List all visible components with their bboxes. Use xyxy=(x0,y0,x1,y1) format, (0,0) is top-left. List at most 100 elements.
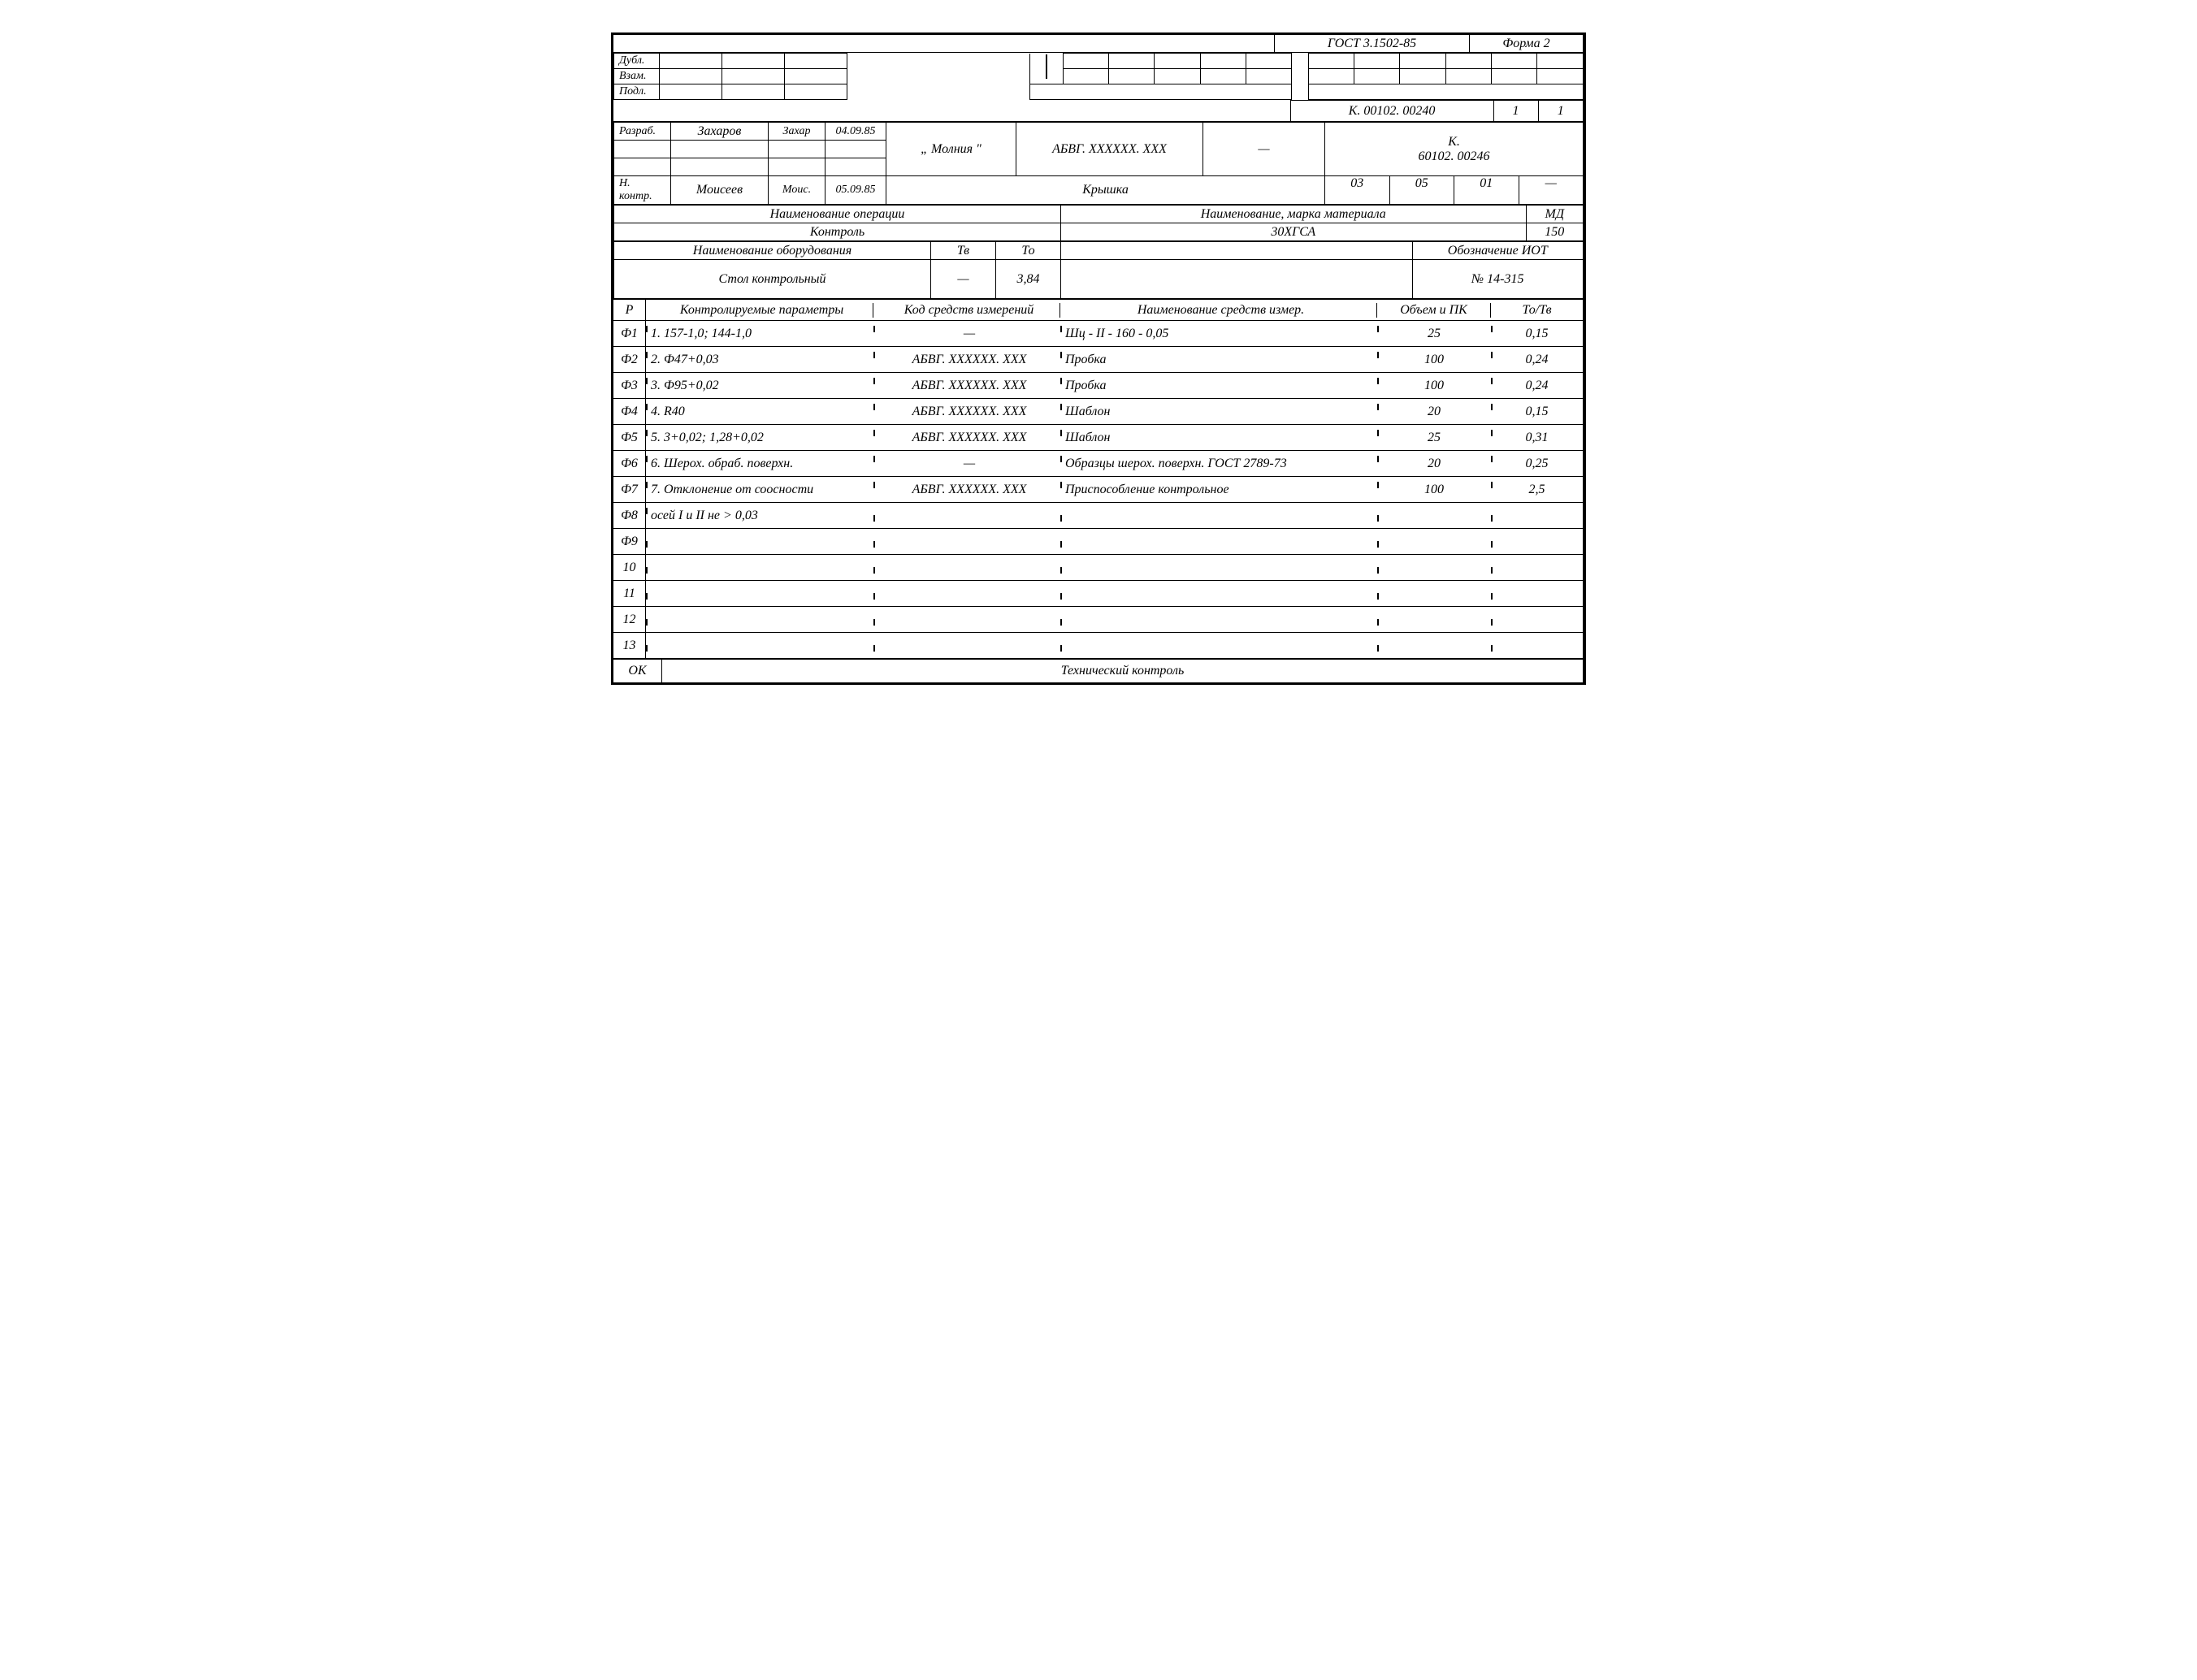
row-idx: 10 xyxy=(613,555,646,580)
row-vol: 100 xyxy=(1377,353,1491,367)
row-vol: 100 xyxy=(1377,379,1491,393)
row-idx: Ф4 xyxy=(613,399,646,424)
table-row: Ф9 xyxy=(613,528,1583,554)
razrab-sign: Захар xyxy=(769,123,826,141)
row-param: 5. 3+0,02; 1,28+0,02 xyxy=(646,431,873,445)
row-tt: 0,15 xyxy=(1491,405,1583,419)
dubl-label: Дубл. xyxy=(614,54,660,69)
doc-code-row: К. 00102. 00240 1 1 xyxy=(613,100,1583,122)
h-iot: Обозначение ИОТ xyxy=(1412,242,1583,260)
row-param: осей I и II не > 0,03 xyxy=(646,509,873,523)
nkontr-name: Моисеев xyxy=(671,176,769,205)
doc-code: К. 00102. 00240 xyxy=(1290,101,1493,122)
row-code: — xyxy=(873,327,1060,341)
product-code: АБВГ. ХХХХХХ. ХХХ xyxy=(1016,123,1203,176)
data-header-row: Р Контролируемые параметры Код средств и… xyxy=(613,299,1583,320)
org-name: „ Молния " xyxy=(886,123,1016,176)
row-idx: Ф7 xyxy=(613,477,646,502)
h-r: Р xyxy=(613,300,646,320)
row-code: АБВГ. ХХХХХХ. ХХХ xyxy=(873,379,1060,393)
part-name: Крышка xyxy=(886,176,1325,205)
row-code: АБВГ. ХХХХХХ. ХХХ xyxy=(873,405,1060,419)
row-code: АБВГ. ХХХХХХ. ХХХ xyxy=(873,431,1060,445)
ok-label: ОК xyxy=(613,660,662,682)
h-code: Код средств измерений xyxy=(873,303,1060,318)
row-tt: 0,24 xyxy=(1491,379,1583,393)
registration-block: Дубл. Взам. Подл. xyxy=(613,53,1583,100)
h-material: Наименование, марка материала xyxy=(1061,206,1527,223)
row-idx: 13 xyxy=(613,633,646,658)
iot-val: № 14-315 xyxy=(1412,260,1583,299)
row-name: Шц - II - 160 - 0,05 xyxy=(1060,327,1377,341)
forma-label: Форма 2 xyxy=(1469,35,1583,53)
row-param: 1. 157-1,0; 144-1,0 xyxy=(646,327,873,341)
h-name: Наименование средств измер. xyxy=(1060,303,1377,318)
table-row: Ф44. R40АБВГ. ХХХХХХ. ХХХШаблон200,15 xyxy=(613,398,1583,424)
pages-total: 1 xyxy=(1538,101,1583,122)
h-tt: То/Тв xyxy=(1491,303,1583,318)
footer-row: ОК Технический контроль xyxy=(613,658,1583,682)
h-param: Контролируемые параметры xyxy=(646,303,873,318)
nkontr-label: Н. контр. xyxy=(614,176,671,205)
row-name: Пробка xyxy=(1060,353,1377,367)
dash-cell: — xyxy=(1203,123,1325,176)
table-row: 12 xyxy=(613,606,1583,632)
row-idx: Ф3 xyxy=(613,373,646,398)
h-to: То xyxy=(996,242,1061,260)
row-idx: 12 xyxy=(613,607,646,632)
row-tt: 0,15 xyxy=(1491,327,1583,341)
table-row: Ф8осей I и II не > 0,03 xyxy=(613,502,1583,528)
razrab-date: 04.09.85 xyxy=(826,123,886,141)
equipment-block: Наименование оборудования Тв То Обозначе… xyxy=(613,241,1583,299)
row-vol: 20 xyxy=(1377,405,1491,419)
h-operation: Наименование операции xyxy=(614,206,1061,223)
row-idx: 11 xyxy=(613,581,646,606)
tv-val: — xyxy=(931,260,996,299)
row-code: — xyxy=(873,457,1060,471)
h-tv: Тв xyxy=(931,242,996,260)
row-param: 4. R40 xyxy=(646,405,873,419)
table-row: 10 xyxy=(613,554,1583,580)
row-name: Образцы шерох. поверхн. ГОСТ 2789-73 xyxy=(1060,457,1377,471)
table-row: Ф77. Отклонение от соосностиАБВГ. ХХХХХХ… xyxy=(613,476,1583,502)
mat-name: 30ХГСА xyxy=(1061,223,1527,241)
row-vol: 25 xyxy=(1377,431,1491,445)
footer-title: Технический контроль xyxy=(662,664,1583,678)
row-idx: Ф8 xyxy=(613,503,646,528)
row-idx: Ф9 xyxy=(613,529,646,554)
razrab-label: Разраб. xyxy=(614,123,671,141)
gost-label: ГОСТ 3.1502-85 xyxy=(1274,35,1469,53)
row-code: АБВГ. ХХХХХХ. ХХХ xyxy=(873,483,1060,497)
row-name: Пробка xyxy=(1060,379,1377,393)
row-idx: Ф2 xyxy=(613,347,646,372)
table-row: Ф66. Шерох. обраб. поверхн.—Образцы шеро… xyxy=(613,450,1583,476)
row-vol: 100 xyxy=(1377,483,1491,497)
table-row: Ф33. Ф95+0,02АБВГ. ХХХХХХ. ХХХПробка1000… xyxy=(613,372,1583,398)
podl-label: Подл. xyxy=(614,84,660,100)
razrab-name: Захаров xyxy=(671,123,769,141)
row-tt: 0,31 xyxy=(1491,431,1583,445)
vzam-label: Взам. xyxy=(614,69,660,84)
to-val: 3,84 xyxy=(996,260,1061,299)
nkontr-date: 05.09.85 xyxy=(826,176,886,205)
row-param: 6. Шерох. обраб. поверхн. xyxy=(646,457,873,471)
h-md: МД xyxy=(1526,206,1583,223)
row-tt: 2,5 xyxy=(1491,483,1583,497)
k-code-cell: К. 60102. 00246 xyxy=(1325,123,1584,176)
row-idx: Ф5 xyxy=(613,425,646,450)
table-row: 13 xyxy=(613,632,1583,658)
row-name: Шаблон xyxy=(1060,405,1377,419)
row-idx: Ф1 xyxy=(613,321,646,346)
row-code: АБВГ. ХХХХХХ. ХХХ xyxy=(873,353,1060,367)
row-param: 7. Отклонение от соосности xyxy=(646,483,873,497)
h-vol: Объем и ПК xyxy=(1377,303,1491,318)
form-sheet: ГОСТ 3.1502-85 Форма 2 Дубл. Взам. Подл. xyxy=(611,32,1586,685)
operation-block: Наименование операции Наименование, марк… xyxy=(613,205,1583,241)
table-row: 11 xyxy=(613,580,1583,606)
title-block: Разраб. Захаров Захар 04.09.85 „ Молния … xyxy=(613,122,1583,205)
md-val: 150 xyxy=(1526,223,1583,241)
table-row: Ф55. 3+0,02; 1,28+0,02АБВГ. ХХХХХХ. ХХХШ… xyxy=(613,424,1583,450)
equip-name: Стол контрольный xyxy=(614,260,931,299)
row-param: 3. Ф95+0,02 xyxy=(646,379,873,393)
row-name: Приспособление контрольное xyxy=(1060,483,1377,497)
